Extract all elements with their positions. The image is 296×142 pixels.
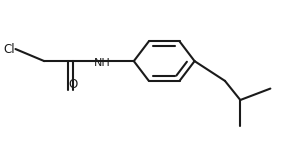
Text: NH: NH — [94, 58, 110, 68]
Text: O: O — [68, 78, 78, 91]
Text: Cl: Cl — [4, 43, 15, 56]
